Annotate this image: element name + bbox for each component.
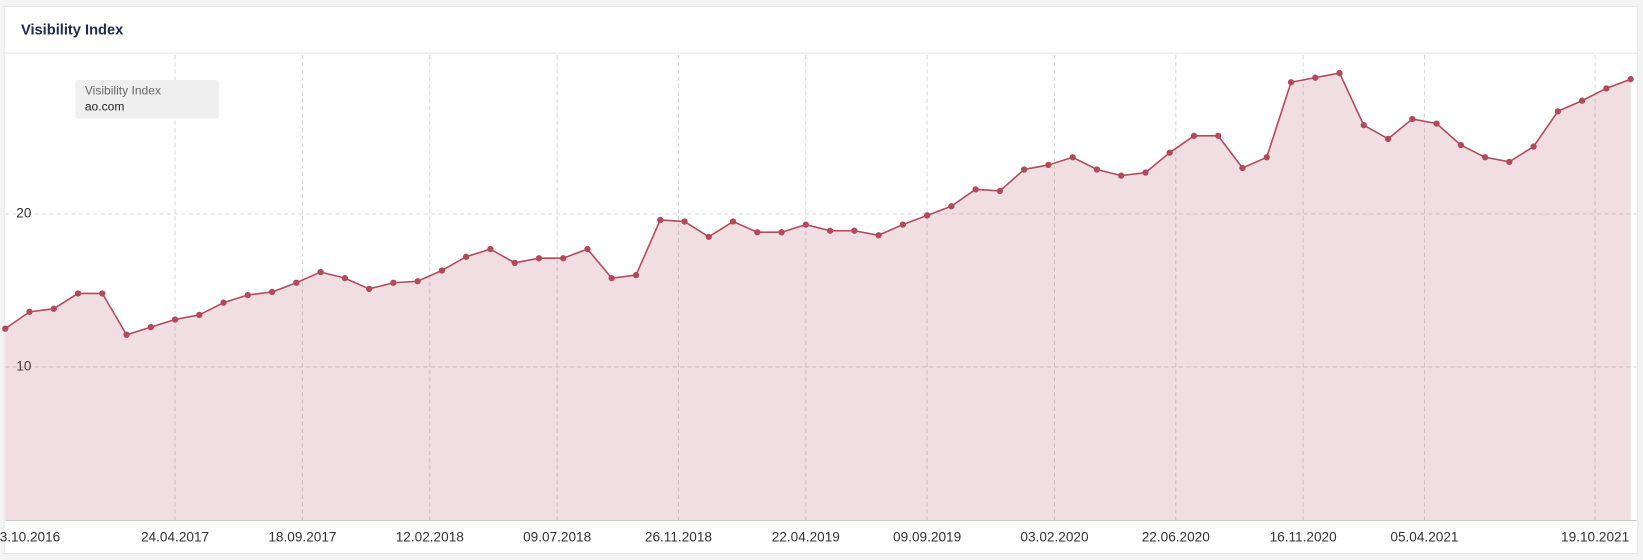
point <box>584 245 591 253</box>
x-tick-label: 03.10.2016 <box>0 529 60 544</box>
x-tick-label: 09.09.2019 <box>893 529 961 544</box>
point <box>293 279 300 286</box>
point <box>99 290 106 297</box>
point <box>414 278 421 285</box>
chart-title: Visibility Index <box>21 22 124 38</box>
point <box>632 271 640 279</box>
line <box>4 72 1631 336</box>
point <box>1045 161 1052 169</box>
point <box>147 323 154 331</box>
point <box>1239 164 1246 172</box>
point <box>50 305 57 312</box>
point <box>487 245 494 253</box>
point <box>875 232 882 239</box>
point <box>1578 97 1586 104</box>
point <box>317 268 324 276</box>
point <box>1215 132 1222 139</box>
point <box>923 212 931 219</box>
point <box>1093 166 1101 173</box>
point <box>1384 135 1392 143</box>
point <box>196 311 203 319</box>
legend-entry: ao.com <box>85 99 125 113</box>
point <box>1069 154 1076 161</box>
point <box>1433 120 1440 127</box>
point <box>365 285 373 293</box>
x-tick-label: 18.09.2017 <box>268 529 336 544</box>
point <box>681 218 688 225</box>
point <box>244 291 251 299</box>
point <box>268 288 276 296</box>
point <box>1409 115 1416 123</box>
plot: 10 20 03.10.2016 24.04.2017 18.09.2017 12.02.… <box>0 54 1637 544</box>
point <box>26 308 33 315</box>
point <box>390 279 397 286</box>
point <box>1118 172 1125 179</box>
point <box>1457 141 1464 149</box>
x-tick-label: 16.11.2020 <box>1270 529 1338 544</box>
point <box>851 227 858 234</box>
point <box>1263 154 1270 161</box>
point <box>438 267 446 274</box>
point <box>754 229 761 236</box>
x-tick-label: 19.10.2021 <box>1561 529 1629 544</box>
point <box>802 221 809 228</box>
point <box>899 221 906 228</box>
point <box>1190 132 1198 139</box>
point <box>826 227 834 234</box>
point <box>1336 69 1343 77</box>
point <box>220 299 227 306</box>
point <box>1481 154 1489 161</box>
point <box>1603 85 1610 92</box>
point <box>1627 76 1634 83</box>
point <box>74 290 82 297</box>
point <box>1530 143 1537 150</box>
point <box>996 187 1004 195</box>
x-tick-label: 09.07.2018 <box>523 529 591 544</box>
point <box>972 186 979 193</box>
legend-title: Visibility Index <box>85 84 161 98</box>
point <box>511 259 518 266</box>
point <box>1142 169 1149 176</box>
point <box>948 203 955 210</box>
point <box>123 331 130 338</box>
point <box>2 325 9 332</box>
point <box>463 253 470 260</box>
x-tick-label: 05.04.2021 <box>1390 529 1458 544</box>
point <box>1287 79 1295 86</box>
point <box>1021 166 1028 173</box>
point <box>341 275 349 282</box>
point <box>729 218 737 225</box>
point <box>1506 158 1513 165</box>
point <box>1360 121 1367 129</box>
legend-box <box>75 79 219 119</box>
point <box>1166 149 1173 156</box>
point <box>560 255 567 262</box>
point <box>608 275 615 282</box>
point <box>535 255 543 262</box>
y-tick-label: 10 <box>16 359 32 374</box>
x-tick-label: 03.02.2020 <box>1020 529 1089 544</box>
card <box>3 5 1639 555</box>
y-tick-label: 20 <box>16 205 32 220</box>
x-tick-label: 12.02.2018 <box>396 529 464 544</box>
x-tick-label: 26.11.2018 <box>645 529 712 544</box>
area <box>5 73 1631 520</box>
x-tick-label: 24.04.2017 <box>141 529 209 544</box>
x-tick-label: 22.06.2020 <box>1142 529 1211 544</box>
point <box>705 233 712 240</box>
point <box>1554 108 1562 115</box>
point <box>171 316 179 323</box>
point <box>657 216 664 224</box>
point <box>1312 74 1319 81</box>
x-tick-label: 22.04.2019 <box>772 529 840 544</box>
point <box>778 229 785 236</box>
